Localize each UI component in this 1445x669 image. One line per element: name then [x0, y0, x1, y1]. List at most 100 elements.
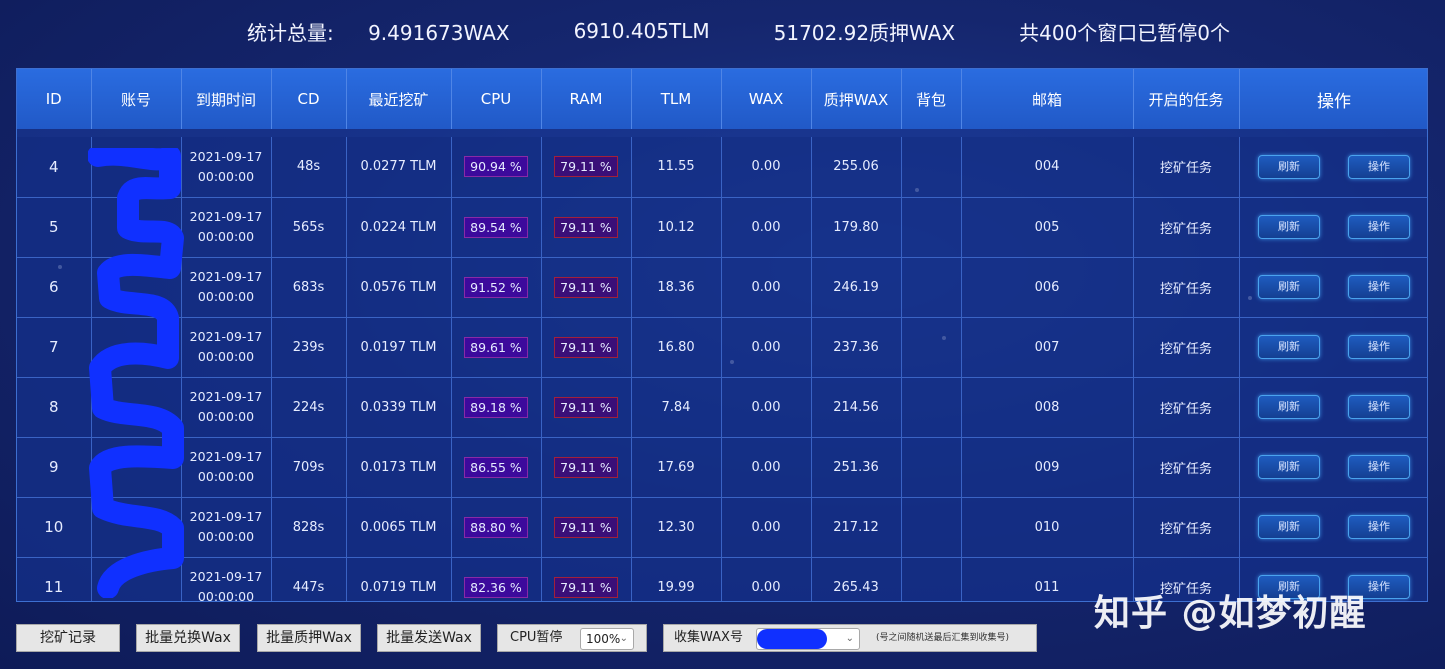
action-button[interactable]: 操作	[1348, 154, 1410, 179]
cpu-pause-label: CPU暂停	[510, 630, 563, 645]
col-header-expiry: 到期时间	[181, 69, 272, 129]
expiry-time: 00:00:00	[197, 168, 255, 184]
ram-badge: 79.11 %	[554, 516, 618, 538]
cell-tlm: 16.80	[631, 317, 722, 378]
refresh-button[interactable]: 刷新	[1258, 515, 1320, 539]
cell-expiry: 2021-09-17 00:00:00	[181, 197, 272, 258]
table-row[interactable]: 10 2021-09-17 00:00:00 828s 0.0065 TLM 88.80 …	[17, 497, 1427, 558]
cell-expiry: 2021-09-17 00:00:00	[181, 497, 272, 558]
cell-bag	[901, 257, 962, 318]
table-row[interactable]: 8 2021-09-17 00:00:00 224s 0.0339 TLM 89.18 %…	[17, 377, 1427, 438]
refresh-button[interactable]: 刷新	[1258, 455, 1320, 479]
ram-badge: 79.11 %	[554, 156, 618, 178]
redaction-blob	[757, 629, 827, 649]
cell-cpu: 89.54 %	[451, 197, 542, 258]
ram-badge: 79.11 %	[554, 456, 618, 478]
refresh-button[interactable]: 刷新	[1258, 275, 1320, 299]
cell-cd: 239s	[271, 317, 347, 378]
table-row[interactable]: 4 2021-09-17 00:00:00 48s 0.0277 TLM 90.94 % 7…	[17, 137, 1427, 198]
collect-wax-select[interactable]: ⌄	[756, 628, 860, 650]
cell-ram: 79.11 %	[541, 197, 632, 258]
cell-actions: 刷新 操作	[1239, 137, 1427, 198]
window-status: 共400个窗口已暂停0个	[1019, 20, 1231, 45]
cell-wax: 0.00	[721, 557, 812, 601]
cell-cpu: 89.61 %	[451, 317, 542, 378]
cpu-pause-select[interactable]: 100% ⌄	[580, 628, 634, 650]
cell-ram: 79.11 %	[541, 137, 632, 198]
action-button[interactable]: 操作	[1348, 395, 1410, 419]
refresh-button[interactable]: 刷新	[1258, 395, 1320, 419]
cell-last-mine: 0.0339 TLM	[346, 377, 452, 438]
table-row[interactable]: 5 2021-09-17 00:00:00 565s 0.0224 TLM 89.54 %…	[17, 197, 1427, 258]
col-header-tlm: TLM	[631, 69, 722, 129]
mine-log-button[interactable]: 挖矿记录	[16, 624, 120, 652]
cpu-pause-group: CPU暂停 100% ⌄	[497, 624, 647, 652]
col-header-account: 账号	[91, 69, 182, 129]
cell-id: 9	[17, 437, 92, 498]
col-header-task: 开启的任务	[1133, 69, 1240, 129]
action-button[interactable]: 操作	[1348, 275, 1410, 299]
cell-staked: 255.06	[811, 137, 902, 198]
cell-last-mine: 0.0065 TLM	[346, 497, 452, 558]
collect-wax-group: 收集WAX号 ⌄ (号之间随机送最后汇集到收集号)	[663, 624, 1037, 652]
stats-bar: 统计总量: 9.491673WAX 6910.405TLM 51702.92质押…	[0, 0, 1445, 62]
refresh-button[interactable]: 刷新	[1258, 215, 1320, 239]
cell-ram: 79.11 %	[541, 557, 632, 601]
redaction-scribble	[88, 148, 184, 598]
action-button[interactable]: 操作	[1348, 215, 1410, 239]
cell-ram: 79.11 %	[541, 377, 632, 438]
cell-staked: 214.56	[811, 377, 902, 438]
cell-bag	[901, 197, 962, 258]
action-button[interactable]: 操作	[1348, 455, 1410, 479]
cell-ram: 79.11 %	[541, 497, 632, 558]
table-row[interactable]: 9 2021-09-17 00:00:00 709s 0.0173 TLM 86.55 %…	[17, 437, 1427, 498]
cell-expiry: 2021-09-17 00:00:00	[181, 377, 272, 438]
cell-wax: 0.00	[721, 197, 812, 258]
ram-badge: 79.11 %	[554, 336, 618, 358]
action-button[interactable]: 操作	[1348, 515, 1410, 539]
table-row[interactable]: 7 2021-09-17 00:00:00 239s 0.0197 TLM 89.61 %…	[17, 317, 1427, 378]
expiry-date: 2021-09-17	[189, 269, 263, 284]
table-body: 4 2021-09-17 00:00:00 48s 0.0277 TLM 90.94 % 7…	[17, 137, 1427, 601]
refresh-button[interactable]: 刷新	[1258, 575, 1320, 599]
accounts-table[interactable]: ID 账号 到期时间 CD 最近挖矿 CPU RAM TLM WAX 质押WAX…	[16, 68, 1428, 602]
expiry-date: 2021-09-17	[189, 509, 263, 524]
collect-wax-label: 收集WAX号	[674, 630, 743, 645]
cpu-badge: 89.18 %	[464, 396, 528, 418]
cpu-badge: 89.54 %	[464, 216, 528, 238]
expiry-date: 2021-09-17	[189, 209, 263, 224]
batch-send-button[interactable]: 批量发送Wax	[377, 624, 481, 652]
cell-task: 挖矿任务	[1133, 197, 1240, 258]
action-button[interactable]: 操作	[1348, 575, 1410, 599]
expiry-date: 2021-09-17	[189, 449, 263, 464]
batch-exchange-button[interactable]: 批量兑换Wax	[136, 624, 240, 652]
table-row[interactable]: 11 2021-09-17 00:00:00 447s 0.0719 TLM 82.36 …	[17, 557, 1427, 601]
batch-stake-button[interactable]: 批量质押Wax	[257, 624, 361, 652]
ram-badge: 79.11 %	[554, 396, 618, 418]
col-header-cd: CD	[271, 69, 347, 129]
col-header-cpu: CPU	[451, 69, 542, 129]
col-header-ram: RAM	[541, 69, 632, 129]
refresh-button[interactable]: 刷新	[1258, 335, 1320, 359]
col-header-mail: 邮箱	[961, 69, 1134, 129]
bottom-toolbar: 挖矿记录 批量兑换Wax 批量质押Wax 批量发送Wax CPU暂停 100% …	[16, 624, 1428, 654]
cell-cd: 709s	[271, 437, 347, 498]
cell-id: 10	[17, 497, 92, 558]
cell-task: 挖矿任务	[1133, 497, 1240, 558]
cell-wax: 0.00	[721, 317, 812, 378]
stats-label: 统计总量:	[246, 20, 334, 45]
action-button[interactable]: 操作	[1348, 335, 1410, 359]
cell-tlm: 10.12	[631, 197, 722, 258]
cell-cpu: 91.52 %	[451, 257, 542, 318]
col-header-wax: WAX	[721, 69, 812, 129]
refresh-button[interactable]: 刷新	[1258, 154, 1320, 179]
cell-cd: 683s	[271, 257, 347, 318]
table-row[interactable]: 6 2021-09-17 00:00:00 683s 0.0576 TLM 91.52 %…	[17, 257, 1427, 318]
cell-id: 11	[17, 557, 92, 601]
cell-mail: 010	[961, 497, 1134, 558]
cell-cpu: 89.18 %	[451, 377, 542, 438]
ram-badge: 79.11 %	[554, 216, 618, 238]
expiry-date: 2021-09-17	[189, 569, 263, 584]
cell-last-mine: 0.0173 TLM	[346, 437, 452, 498]
cell-cd: 48s	[271, 137, 347, 198]
